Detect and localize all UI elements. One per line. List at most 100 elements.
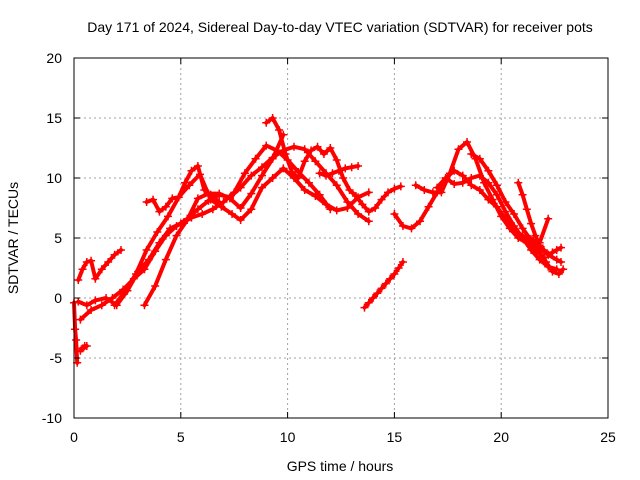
data-point xyxy=(484,166,493,175)
series-line xyxy=(362,260,405,310)
series-satellite-track-5 xyxy=(142,162,224,216)
y-tick-label: 15 xyxy=(46,110,62,126)
data-point xyxy=(351,192,360,200)
data-point xyxy=(505,224,514,233)
data-point xyxy=(74,276,83,284)
data-point xyxy=(82,301,91,310)
data-point xyxy=(300,157,309,166)
data-point xyxy=(257,183,266,192)
data-layer xyxy=(70,114,568,367)
data-point xyxy=(313,142,322,151)
data-point xyxy=(454,145,463,154)
data-point xyxy=(433,183,442,192)
data-point xyxy=(510,222,519,230)
data-point xyxy=(467,174,476,182)
series-satellite-track-9 xyxy=(262,114,405,216)
data-point xyxy=(163,212,172,221)
data-point xyxy=(71,325,80,334)
data-point xyxy=(398,222,407,230)
data-point xyxy=(307,146,316,155)
data-point xyxy=(110,250,119,259)
data-point xyxy=(142,198,151,206)
series-satellite-track-11 xyxy=(360,258,407,312)
data-point xyxy=(522,205,531,214)
data-point xyxy=(268,114,277,122)
series-satellite-track-4 xyxy=(110,164,373,310)
data-point xyxy=(236,183,245,192)
data-point xyxy=(149,195,158,204)
series-line xyxy=(144,164,222,214)
data-point xyxy=(275,126,284,134)
x-axis-label: GPS time / hours xyxy=(287,458,394,474)
data-point xyxy=(300,186,309,194)
data-point xyxy=(527,246,536,254)
y-tick-label: 5 xyxy=(54,230,62,246)
axes: 0 5 10 15 20 25 -10 -5 0 5 10 15 20 xyxy=(42,50,616,445)
data-point xyxy=(552,246,561,254)
data-point xyxy=(281,150,290,158)
data-point xyxy=(172,231,181,240)
data-point xyxy=(552,255,561,264)
data-point xyxy=(345,186,354,194)
data-point xyxy=(347,163,356,172)
data-point xyxy=(535,248,544,257)
data-point xyxy=(97,301,106,310)
data-point xyxy=(140,301,149,310)
data-point xyxy=(240,169,249,178)
data-point xyxy=(174,193,183,202)
data-point xyxy=(542,258,551,266)
data-point xyxy=(247,171,256,180)
data-point xyxy=(311,192,320,200)
data-point xyxy=(458,178,467,187)
data-point xyxy=(151,282,160,290)
series-line xyxy=(264,116,403,214)
data-point xyxy=(364,188,373,197)
data-point xyxy=(373,289,382,298)
data-point xyxy=(544,250,553,259)
data-point xyxy=(488,195,497,204)
series-satellite-track-14 xyxy=(433,171,561,274)
data-point xyxy=(140,265,149,274)
data-point xyxy=(369,294,378,302)
data-point xyxy=(287,168,296,176)
data-point xyxy=(458,171,467,180)
data-point xyxy=(467,181,476,190)
data-point xyxy=(131,270,140,278)
data-point xyxy=(208,205,217,214)
data-point xyxy=(217,202,226,211)
data-point xyxy=(185,181,194,190)
data-point xyxy=(110,301,119,310)
data-point xyxy=(294,174,303,182)
data-point xyxy=(518,190,527,199)
data-point xyxy=(548,267,557,276)
data-point xyxy=(236,204,245,212)
data-point xyxy=(225,194,234,203)
x-tick-label: 0 xyxy=(70,429,78,445)
data-point xyxy=(360,303,369,312)
data-point xyxy=(187,166,196,175)
data-point xyxy=(396,182,405,191)
data-point xyxy=(364,207,373,216)
data-point xyxy=(428,188,437,197)
data-point xyxy=(172,222,181,230)
data-point xyxy=(501,207,510,216)
data-point xyxy=(311,157,320,166)
data-point xyxy=(251,154,260,163)
data-point xyxy=(522,231,531,240)
data-point xyxy=(142,246,151,254)
data-point xyxy=(328,169,337,178)
data-point xyxy=(108,294,117,302)
data-point xyxy=(247,189,256,198)
x-tick-label: 10 xyxy=(280,429,296,445)
data-point xyxy=(377,195,386,204)
data-point xyxy=(407,224,416,233)
data-point xyxy=(151,247,160,256)
data-point xyxy=(161,231,170,240)
series-satellite-track-8 xyxy=(76,342,91,355)
data-point xyxy=(236,216,245,224)
data-point xyxy=(492,181,501,190)
data-point xyxy=(354,210,363,218)
data-point xyxy=(354,162,363,170)
data-point xyxy=(377,284,386,293)
